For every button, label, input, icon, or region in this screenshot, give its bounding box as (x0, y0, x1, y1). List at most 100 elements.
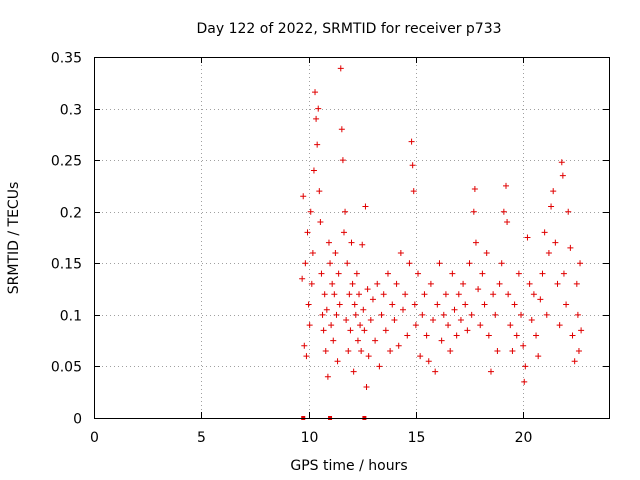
data-point (412, 322, 419, 329)
y-tick-labels: 0 0.05 0.1 0.15 0.2 0.25 0.3 0.35 (51, 51, 82, 428)
y-tick-label: 0 (73, 412, 82, 428)
data-point (494, 347, 501, 354)
data-point (550, 188, 557, 195)
data-point (490, 291, 497, 298)
data-point (460, 280, 467, 287)
data-points (299, 65, 585, 420)
data-point (559, 172, 566, 179)
data-point (430, 317, 437, 324)
x-axis-label: GPS time / hours (290, 458, 407, 474)
data-point (558, 159, 565, 166)
data-point (539, 270, 546, 277)
data-point (353, 270, 360, 277)
data-point (314, 141, 321, 148)
data-point (335, 270, 342, 277)
data-point (338, 126, 345, 133)
data-point (545, 249, 552, 256)
data-point (315, 105, 322, 112)
chart-title: Day 122 of 2022, SRMTID for receiver p73… (196, 21, 501, 37)
data-point (402, 291, 409, 298)
data-point (317, 219, 324, 226)
data-point (360, 306, 367, 313)
data-point (391, 317, 398, 324)
data-point (423, 332, 430, 339)
data-point (415, 270, 422, 277)
data-point (344, 260, 351, 267)
data-point (543, 311, 550, 318)
data-point (323, 306, 330, 313)
data-point (330, 337, 337, 344)
data-point (451, 306, 458, 313)
data-point (337, 65, 344, 72)
axis-ticks (94, 57, 609, 419)
x-tick-label: 5 (197, 430, 206, 446)
data-point (400, 306, 406, 313)
data-point (522, 363, 529, 370)
data-point (577, 260, 584, 267)
y-tick-label: 0.25 (51, 154, 82, 170)
data-point (569, 332, 576, 339)
data-point (475, 286, 482, 293)
data-point (513, 332, 520, 339)
data-point (483, 249, 490, 256)
data-point (319, 311, 326, 318)
data-point (440, 311, 447, 318)
data-point (410, 188, 417, 195)
data-point (354, 337, 361, 344)
data-point (348, 239, 355, 246)
data-point (578, 327, 585, 334)
data-point (432, 368, 439, 375)
x-tick-label: 15 (408, 430, 426, 446)
data-point (470, 208, 477, 215)
data-point (511, 301, 518, 308)
data-point (524, 234, 531, 241)
data-point (374, 280, 381, 287)
data-point (336, 301, 343, 308)
y-tick-label: 0.2 (60, 206, 82, 222)
data-point (449, 270, 456, 277)
data-point (438, 337, 445, 344)
y-tick-label: 0.1 (60, 309, 82, 325)
data-point (472, 239, 479, 246)
data-point (362, 203, 369, 210)
data-point (548, 203, 555, 210)
data-point (342, 208, 349, 215)
data-point (393, 280, 400, 287)
data-point (442, 291, 449, 298)
data-point (406, 260, 413, 267)
x-tick-label: 0 (90, 430, 99, 446)
data-point (395, 342, 402, 349)
data-point (425, 358, 432, 365)
data-point (367, 317, 374, 324)
data-point (320, 327, 327, 334)
data-point (479, 270, 486, 277)
data-point (541, 229, 548, 236)
data-point (409, 162, 416, 169)
data-point (404, 332, 411, 339)
data-point (334, 358, 341, 365)
data-point (301, 342, 308, 349)
data-point (427, 280, 434, 287)
data-point (528, 317, 535, 324)
plot-frame (94, 57, 610, 419)
data-point (349, 280, 356, 287)
data-point (361, 327, 368, 334)
data-point (332, 249, 339, 256)
data-point (521, 378, 528, 385)
data-point (500, 208, 507, 215)
data-point (307, 208, 314, 215)
y-tick-label: 0.15 (51, 257, 82, 273)
data-point (466, 260, 473, 267)
data-point (419, 311, 426, 318)
data-point (575, 347, 582, 354)
y-tick-label: 0.05 (51, 360, 82, 376)
data-point (477, 322, 484, 329)
data-point (331, 291, 338, 298)
data-point (380, 291, 387, 298)
data-point (520, 342, 527, 349)
y-tick-label: 0.3 (60, 103, 82, 119)
data-point (357, 322, 364, 329)
data-point (359, 241, 366, 248)
data-point (312, 89, 319, 96)
data-point (567, 244, 574, 251)
